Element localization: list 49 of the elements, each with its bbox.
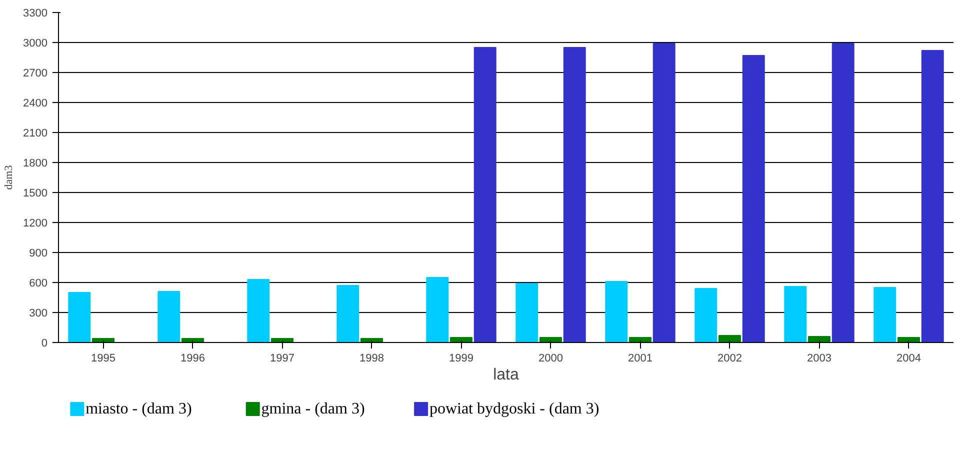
y-tick-label: 300	[29, 308, 48, 320]
bar	[516, 283, 538, 342]
bar	[921, 50, 944, 342]
y-tick-label: 1800	[23, 158, 48, 170]
x-tick-label: 2004	[896, 352, 921, 364]
legend-label: miasto - (dam 3)	[86, 400, 192, 418]
y-tick-label: 2400	[23, 98, 48, 110]
bar	[742, 55, 765, 342]
bar	[874, 287, 896, 342]
y-tick-label: 1500	[23, 188, 48, 200]
x-tick-label: 1995	[91, 352, 116, 364]
x-tick-label: 1997	[270, 352, 294, 364]
bar	[784, 286, 807, 342]
y-tick-label: 1200	[23, 218, 48, 230]
legend-label: gmina - (dam 3)	[261, 400, 365, 418]
bar	[247, 279, 270, 342]
y-tick-label: 0	[41, 338, 48, 350]
bar	[474, 47, 496, 342]
x-tick-label: 2002	[718, 352, 742, 364]
bar	[808, 336, 830, 342]
x-tick-label: 2000	[538, 352, 563, 364]
x-tick-label: 2001	[628, 352, 652, 364]
bar	[540, 337, 562, 342]
bar	[629, 337, 652, 342]
bar	[563, 47, 586, 342]
x-tick-label: 2003	[807, 352, 832, 364]
x-tick-label: 1998	[360, 352, 384, 364]
bar	[426, 277, 449, 342]
bar	[898, 337, 920, 342]
bar	[718, 335, 741, 342]
y-tick-label: 600	[29, 278, 48, 290]
bar	[605, 281, 628, 342]
y-tick-label: 900	[29, 248, 48, 260]
x-tick-label: 1996	[180, 352, 205, 364]
x-axis-title: lata	[493, 366, 519, 384]
bar	[450, 337, 472, 342]
bar	[336, 285, 360, 342]
y-tick-label: 3300	[23, 8, 48, 20]
y-tick-label: 3000	[23, 38, 48, 50]
y-axis-title: dam3	[3, 164, 16, 190]
bar	[158, 291, 180, 342]
y-tick-label: 2700	[23, 68, 48, 80]
bar	[832, 43, 854, 342]
legend-label: powiat bydgoski - (dam 3)	[429, 400, 600, 418]
bar	[68, 292, 91, 342]
bar	[652, 43, 676, 342]
bar	[694, 288, 718, 342]
x-tick-label: 1999	[449, 352, 474, 364]
y-tick-label: 2100	[23, 128, 48, 140]
